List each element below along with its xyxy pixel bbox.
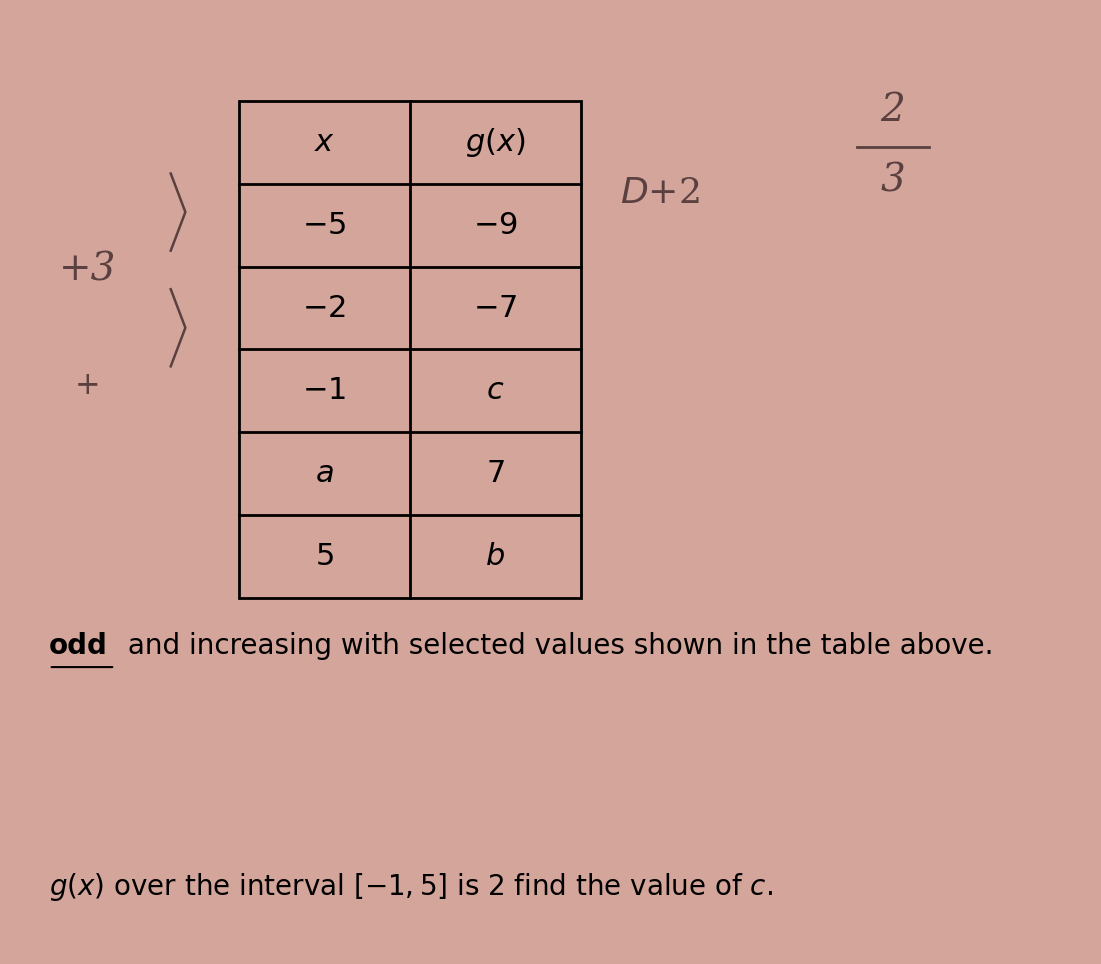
Text: $-1$: $-1$ — [303, 376, 347, 405]
Text: $x$: $x$ — [314, 128, 335, 157]
Text: $-5$: $-5$ — [303, 211, 347, 240]
Text: 2: 2 — [881, 93, 905, 129]
Text: $-2$: $-2$ — [303, 294, 347, 323]
Text: $-9$: $-9$ — [472, 211, 517, 240]
Text: and increasing with selected values shown in the table above.: and increasing with selected values show… — [119, 631, 993, 660]
Text: $g(x)$ over the interval $[-1, 5]$ is 2 find the value of $c$.: $g(x)$ over the interval $[-1, 5]$ is 2 … — [48, 870, 773, 903]
Text: $7$: $7$ — [486, 459, 504, 488]
Text: $c$: $c$ — [486, 376, 504, 405]
Bar — [239, 101, 580, 598]
Text: $\mathit{D}$+2: $\mathit{D}$+2 — [620, 175, 699, 210]
Text: $b$: $b$ — [486, 542, 505, 571]
Text: odd: odd — [48, 631, 108, 660]
Text: $-7$: $-7$ — [473, 294, 517, 323]
Text: $5$: $5$ — [315, 542, 334, 571]
Text: 3: 3 — [881, 163, 905, 200]
Text: +3: +3 — [59, 252, 117, 288]
Text: $g(x)$: $g(x)$ — [465, 126, 525, 159]
Text: +: + — [75, 370, 100, 401]
Text: $a$: $a$ — [315, 459, 334, 488]
